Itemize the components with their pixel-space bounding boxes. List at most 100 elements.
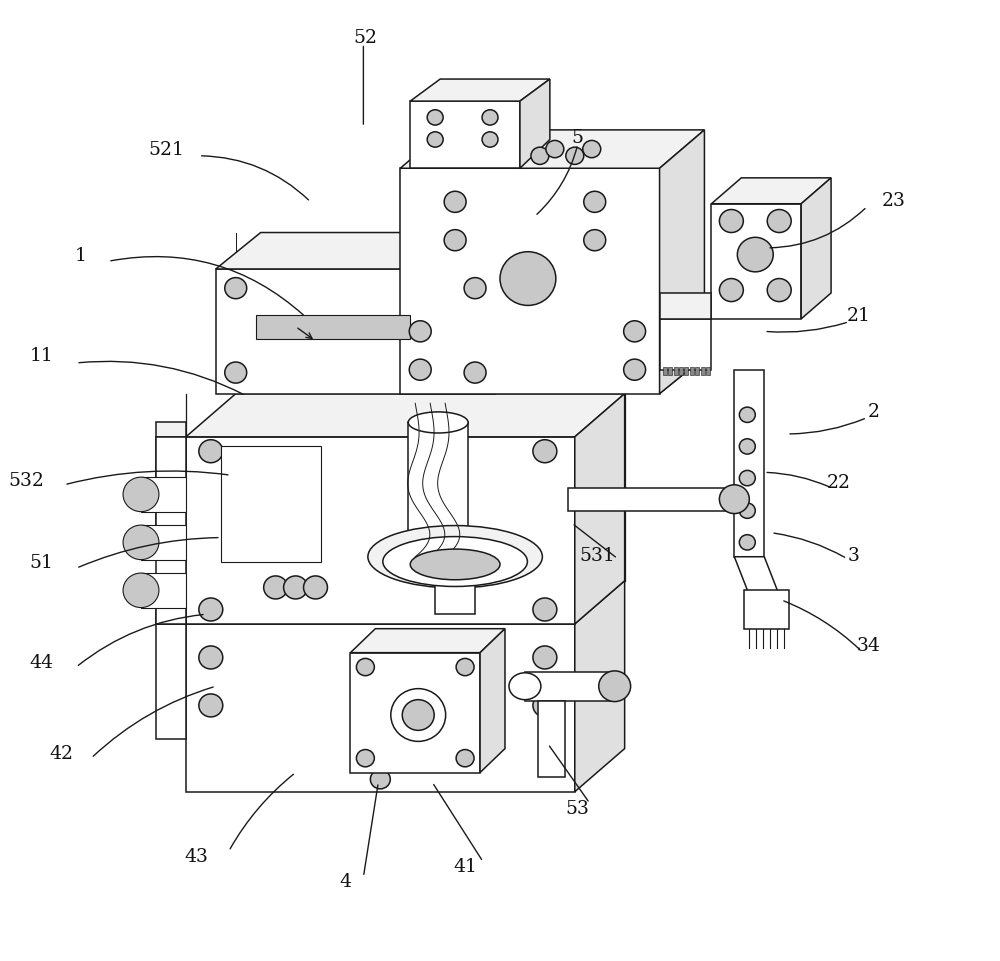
Circle shape: [304, 577, 327, 600]
Circle shape: [584, 231, 606, 252]
Polygon shape: [216, 270, 495, 394]
Circle shape: [531, 148, 549, 165]
Polygon shape: [256, 315, 410, 339]
Circle shape: [739, 504, 755, 519]
Circle shape: [500, 253, 556, 307]
Polygon shape: [410, 102, 520, 169]
Polygon shape: [350, 629, 505, 653]
Polygon shape: [410, 80, 550, 102]
Circle shape: [456, 750, 474, 767]
Circle shape: [767, 210, 791, 234]
Polygon shape: [141, 574, 186, 608]
Polygon shape: [480, 629, 505, 773]
Circle shape: [284, 577, 308, 600]
Text: 41: 41: [453, 856, 477, 875]
Polygon shape: [400, 169, 660, 394]
Text: 53: 53: [566, 800, 590, 817]
Circle shape: [427, 111, 443, 126]
Polygon shape: [695, 367, 699, 376]
Circle shape: [464, 362, 486, 383]
Circle shape: [739, 535, 755, 551]
Circle shape: [409, 359, 431, 381]
Circle shape: [356, 658, 374, 676]
Ellipse shape: [719, 485, 749, 514]
Circle shape: [482, 133, 498, 148]
Polygon shape: [186, 581, 625, 625]
Text: 532: 532: [8, 472, 44, 489]
Polygon shape: [706, 367, 710, 376]
Polygon shape: [690, 367, 694, 376]
Text: 11: 11: [29, 347, 53, 365]
Polygon shape: [711, 205, 801, 319]
Circle shape: [409, 321, 431, 342]
Text: 2: 2: [868, 403, 880, 421]
Polygon shape: [701, 367, 705, 376]
Circle shape: [225, 362, 247, 383]
Circle shape: [199, 647, 223, 669]
Circle shape: [370, 770, 390, 789]
Circle shape: [624, 321, 646, 342]
Text: 44: 44: [29, 653, 53, 672]
Ellipse shape: [391, 689, 446, 742]
Circle shape: [482, 111, 498, 126]
Polygon shape: [435, 562, 475, 615]
Circle shape: [464, 279, 486, 300]
Circle shape: [225, 279, 247, 300]
Polygon shape: [350, 653, 480, 773]
Text: 5: 5: [572, 129, 584, 146]
Polygon shape: [186, 394, 625, 437]
Circle shape: [356, 750, 374, 767]
Circle shape: [739, 439, 755, 455]
Circle shape: [546, 141, 564, 159]
Circle shape: [444, 231, 466, 252]
Polygon shape: [674, 367, 678, 376]
Ellipse shape: [599, 671, 631, 702]
Polygon shape: [575, 394, 625, 625]
Polygon shape: [744, 591, 789, 629]
Polygon shape: [568, 488, 734, 511]
Circle shape: [264, 577, 288, 600]
Circle shape: [123, 478, 159, 512]
Polygon shape: [156, 437, 186, 557]
Circle shape: [566, 148, 584, 165]
Circle shape: [533, 440, 557, 463]
Text: 521: 521: [148, 141, 184, 159]
Polygon shape: [538, 701, 565, 777]
Polygon shape: [400, 131, 704, 169]
Text: 3: 3: [848, 546, 860, 564]
Polygon shape: [660, 131, 704, 394]
Polygon shape: [408, 423, 468, 543]
Text: 34: 34: [857, 636, 881, 654]
Polygon shape: [679, 367, 683, 376]
Ellipse shape: [368, 526, 542, 588]
Polygon shape: [668, 367, 672, 376]
Text: 22: 22: [827, 474, 851, 491]
Polygon shape: [141, 478, 186, 512]
Circle shape: [533, 694, 557, 717]
Circle shape: [583, 141, 601, 159]
Circle shape: [767, 280, 791, 303]
Circle shape: [444, 192, 466, 213]
Ellipse shape: [509, 673, 541, 700]
Text: 52: 52: [353, 29, 377, 47]
Text: 51: 51: [29, 553, 53, 571]
Circle shape: [739, 471, 755, 486]
Circle shape: [533, 647, 557, 669]
Polygon shape: [141, 526, 186, 560]
Polygon shape: [575, 581, 625, 792]
Circle shape: [533, 599, 557, 622]
Polygon shape: [221, 447, 320, 562]
Polygon shape: [801, 179, 831, 319]
Polygon shape: [684, 367, 688, 376]
Ellipse shape: [402, 700, 434, 730]
Polygon shape: [156, 625, 186, 739]
Polygon shape: [520, 80, 550, 169]
Polygon shape: [711, 179, 831, 205]
Circle shape: [739, 407, 755, 423]
Circle shape: [427, 133, 443, 148]
Text: 43: 43: [184, 848, 208, 865]
Polygon shape: [495, 234, 540, 394]
Circle shape: [199, 440, 223, 463]
Text: 21: 21: [847, 307, 871, 325]
Circle shape: [123, 526, 159, 560]
